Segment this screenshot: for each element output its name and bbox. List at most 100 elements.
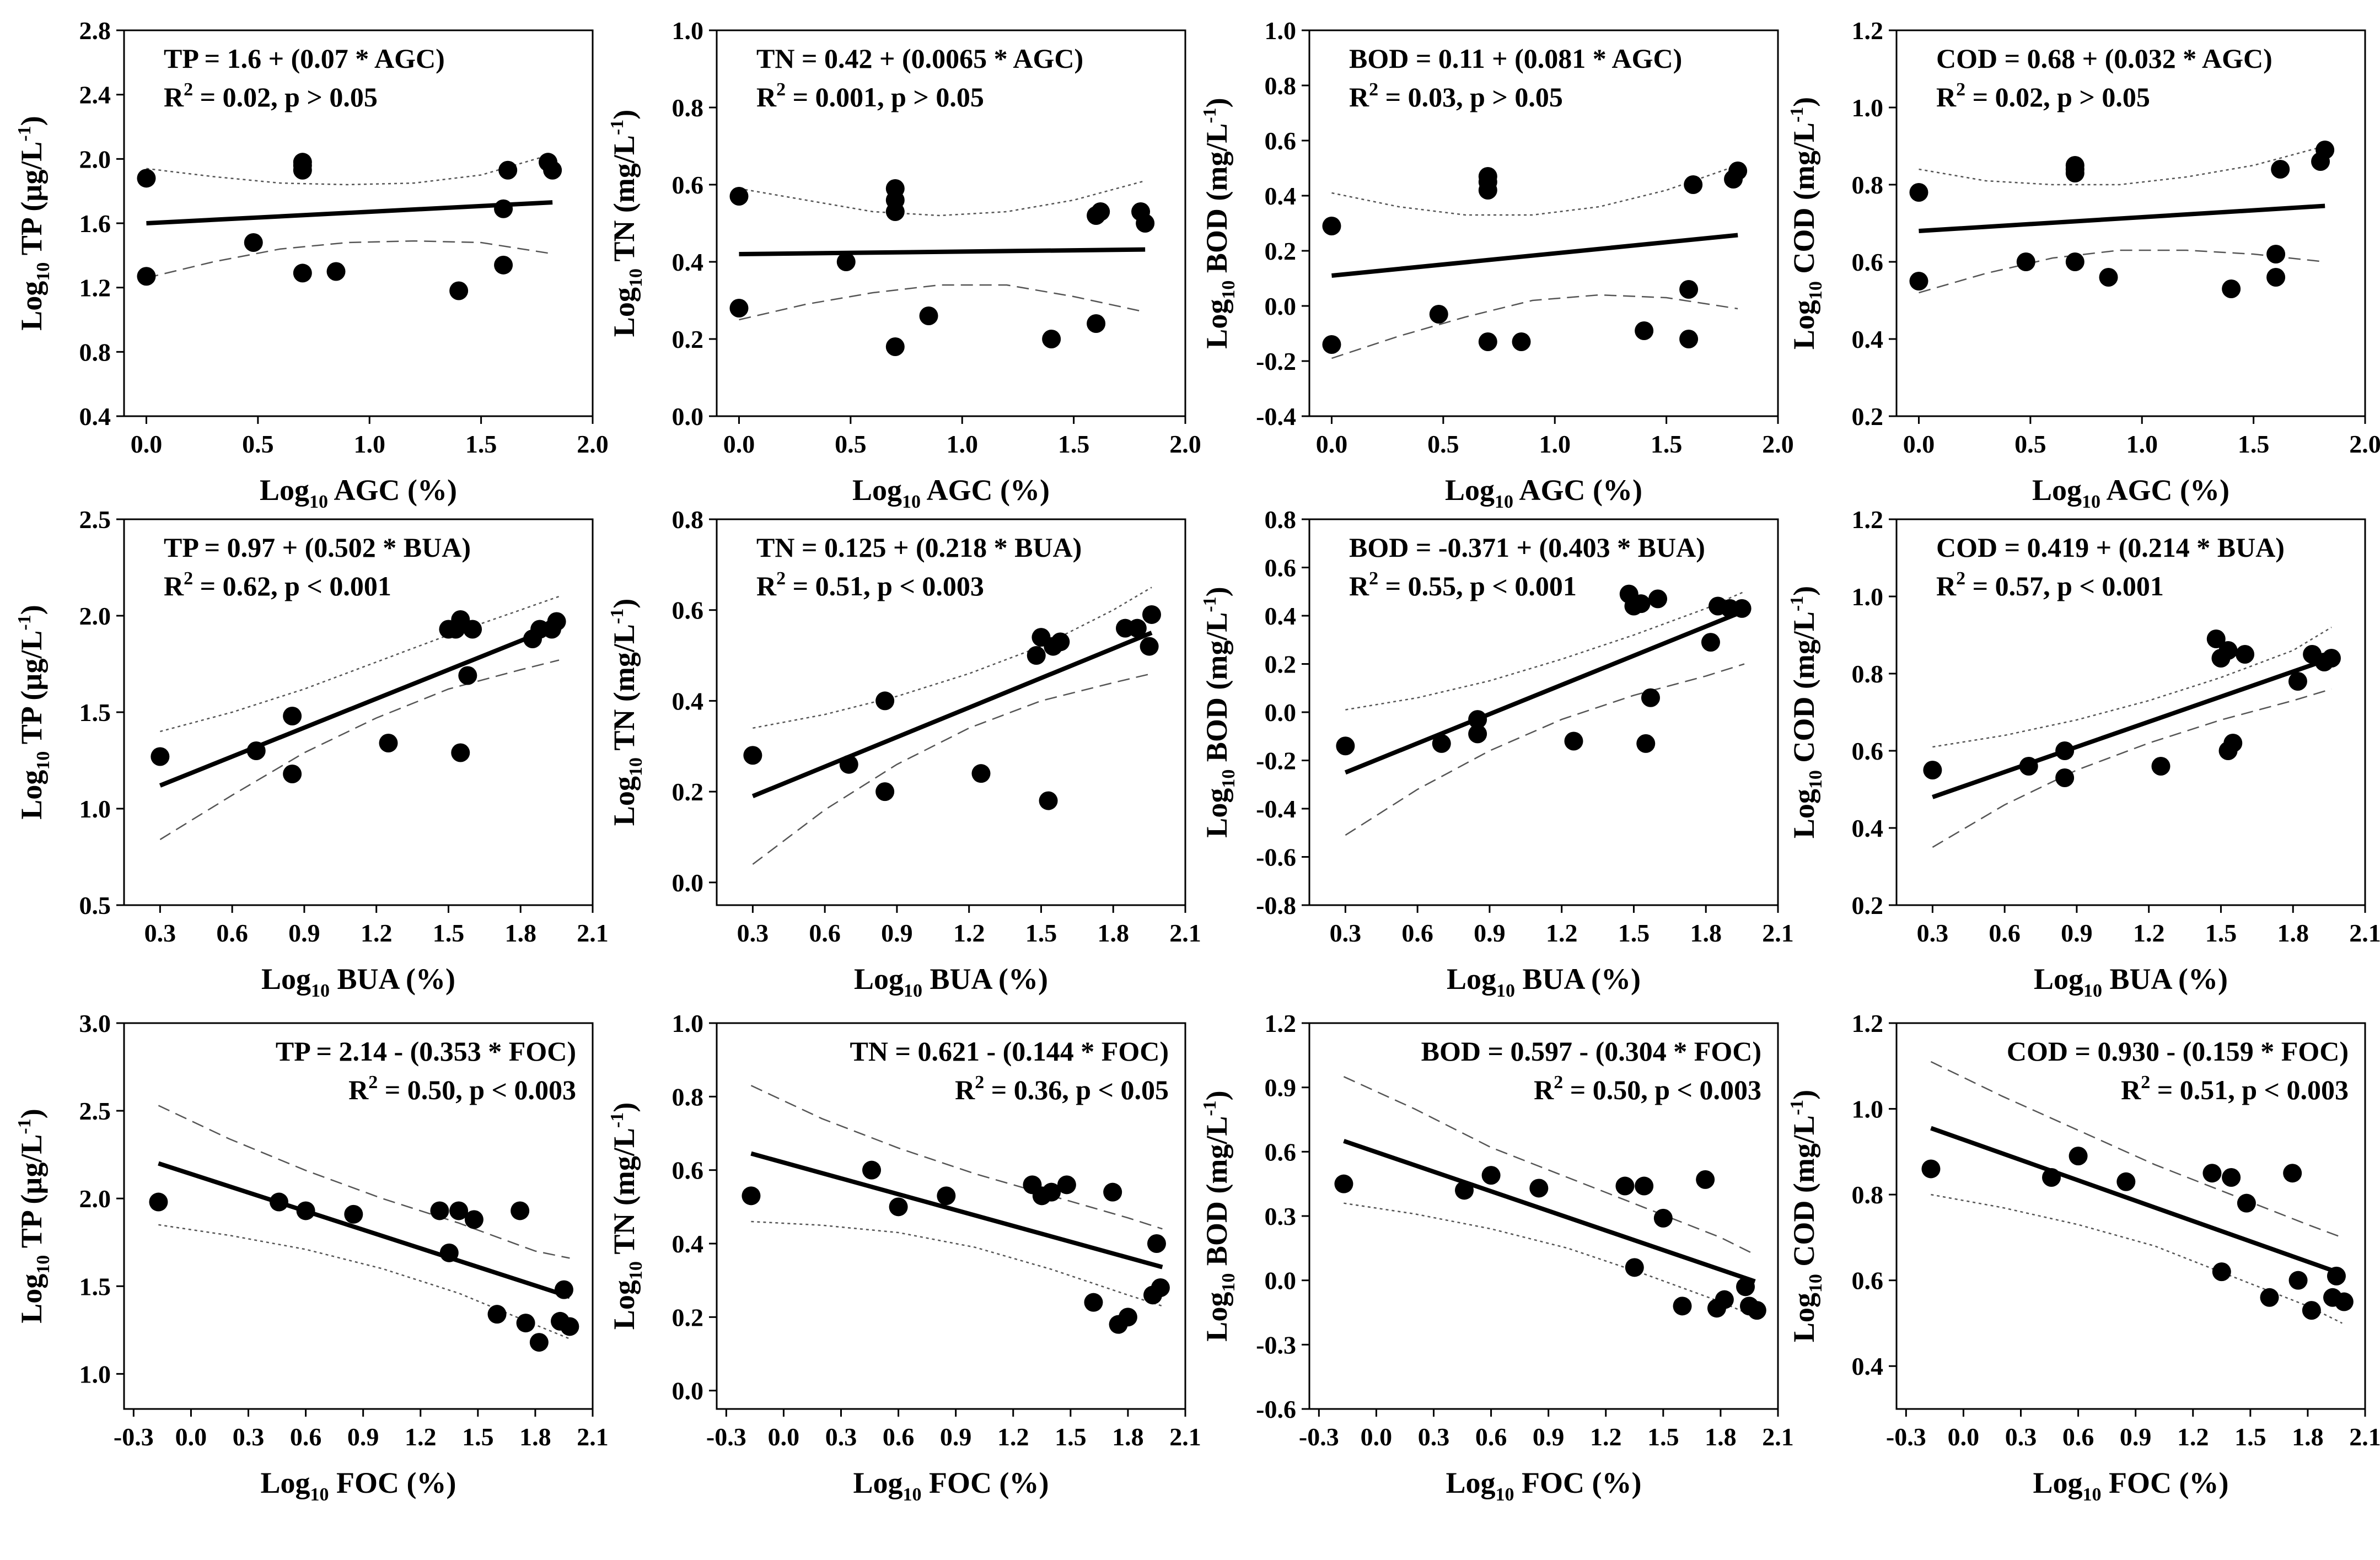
panel-cod-foc-point: [2327, 1266, 2346, 1285]
panel-tp-foc-ytick-label: 1.0: [79, 1360, 111, 1388]
panel-tp-foc-point: [439, 1243, 459, 1262]
panel-cod-foc-point: [2212, 1262, 2231, 1282]
panel-tp-agc-equation: TP = 1.6 + (0.07 * AGC): [164, 43, 445, 74]
panel-cod-foc-point: [2260, 1288, 2279, 1307]
panel-bod-foc-point: [1481, 1166, 1501, 1185]
panel-tp-agc-r2: R2 = 0.02, p > 0.05: [164, 79, 378, 112]
panel-tn-foc-point: [1103, 1182, 1122, 1202]
panel-bod-agc-ci-upper: [1331, 164, 1738, 216]
panel-tp-bua-xtick-label: 2.1: [577, 919, 609, 947]
panel-tn-bua-xtick-label: 0.9: [881, 919, 913, 947]
panel-tn-bua-point: [875, 691, 895, 711]
panel-cod-bua-ytick-label: 0.8: [1852, 660, 1884, 688]
panel-tn-agc-point: [1091, 202, 1110, 221]
panel-cod-foc-ylabel: Log10 COD (mg/L-1): [1787, 1090, 1826, 1342]
panel-bod-foc-point: [1615, 1176, 1635, 1196]
panel-cod-agc-ytick-label: 0.2: [1852, 402, 1884, 431]
panel-tn-foc-ci-upper: [750, 1085, 1163, 1230]
panel-bod-bua-point: [1641, 688, 1660, 707]
panel-cod-agc-point: [2099, 268, 2118, 287]
panel-bod-bua-point: [1631, 594, 1651, 614]
panel-bod-bua-xtick-label: 1.2: [1546, 919, 1578, 947]
panel-tp-bua-ytick-label: 1.5: [79, 698, 111, 727]
panel-bod-agc-xtick-label: 2.0: [1762, 430, 1794, 458]
panel-bod-foc-point: [1715, 1290, 1734, 1309]
panel-tn-bua-ytick-label: 0.8: [672, 505, 704, 534]
panel-bod-bua-fit-line: [1344, 609, 1745, 775]
panel-cod-agc-ytick-label: 1.0: [1852, 94, 1884, 122]
panel-tn-agc-point: [885, 337, 905, 356]
panel-cod-bua-point: [2206, 630, 2226, 648]
panel-bod-agc-frame: [1308, 29, 1779, 417]
panel-tp-foc-ytick-label: 2.0: [79, 1185, 111, 1213]
panel-tn-agc-ytick-label: 0.6: [672, 171, 704, 199]
panel-tn-foc-xtick-label: 2.1: [1169, 1423, 1201, 1451]
panel-tn-bua-r2: R2 = 0.51, p < 0.003: [756, 568, 984, 601]
panel-cod-agc-point: [2065, 252, 2084, 271]
panel-tn-agc-point: [729, 187, 749, 206]
panel-tp-agc: 0.0 0.5 1.0 1.5 2.0 0.4 0.8 1.2 1.6 2.0 2.4 2.8 Log1…: [14, 17, 609, 512]
panel-tp-bua-ylabel: Log10 TP (µg/L-1): [14, 605, 53, 820]
panel-cod-bua-ytick-label: 1.0: [1852, 583, 1884, 611]
panel-bod-agc-ytick-label: 0.0: [1265, 292, 1297, 320]
panel-tn-foc-point: [742, 1186, 761, 1206]
panel-tn-bua-ci-upper: [753, 587, 1152, 729]
panel-tn-agc-xtick-label: 0.5: [835, 430, 867, 458]
panel-cod-agc-ci-lower: [1919, 249, 2325, 294]
panel-tp-bua-point: [151, 747, 170, 766]
panel-tn-bua-fit-line: [751, 631, 1153, 799]
panel-tp-foc: -0.3 0.0 0.3 0.6 0.9 1.2 1.5 1.8 2.1 1.0 1.5 2.0 2.5…: [14, 1009, 609, 1505]
panel-cod-foc-ytick-label: 0.8: [1852, 1181, 1884, 1209]
panel-tp-foc-point: [270, 1192, 289, 1212]
panel-bod-agc-point: [1512, 332, 1531, 351]
panel-bod-bua-point: [1648, 589, 1668, 609]
panel-bod-foc-equation: BOD = 0.597 - (0.304 * FOC): [1421, 1036, 1761, 1067]
panel-tp-bua-equation: TP = 0.97 + (0.502 * BUA): [164, 532, 471, 563]
panel-tn-agc-ytick-label: 0.8: [672, 94, 704, 122]
panel-tp-foc-ci-lower: [158, 1224, 570, 1340]
panel-tn-bua-xtick-label: 0.3: [737, 919, 769, 947]
panel-bod-agc-point: [1322, 335, 1341, 354]
panel-cod-bua-point: [2055, 741, 2075, 760]
panel-tn-agc-r2: R2 = 0.001, p > 0.05: [756, 79, 984, 112]
panel-bod-agc-equation: BOD = 0.11 + (0.081 * AGC): [1349, 43, 1682, 74]
panel-cod-foc-ytick-label: 0.4: [1852, 1352, 1884, 1380]
panel-bod-foc-point: [1635, 1176, 1654, 1196]
panel-cod-bua-ci-lower: [1932, 688, 2332, 848]
panel-tn-agc-ylabel: Log10 TN (mg/L-1): [607, 110, 646, 337]
panel-tp-foc-fit-line: [158, 1161, 571, 1299]
panel-tp-agc-ytick-label: 1.2: [79, 274, 111, 302]
panel-tp-foc-point: [511, 1201, 530, 1220]
panel-tn-bua-ytick-label: 0.0: [672, 869, 704, 897]
panel-bod-agc-xlabel: Log10 AGC (%): [1445, 474, 1642, 512]
panel-tp-bua-point: [463, 620, 482, 639]
panel-tn-foc-xtick-label: 1.8: [1112, 1423, 1144, 1451]
panel-cod-agc-r2: R2 = 0.02, p > 0.05: [1936, 79, 2150, 112]
panel-tp-agc-xtick-label: 0.0: [131, 430, 163, 458]
panel-tn-bua: 0.3 0.6 0.9 1.2 1.5 1.8 2.1 0.0 0.2 0.4 0.6 0.8 Log1…: [607, 505, 1201, 1001]
panel-cod-foc-point: [2288, 1271, 2308, 1290]
panel-cod-bua: 0.3 0.6 0.9 1.2 1.5 1.8 2.1 0.2 0.4 0.6 0.8 1.0 1.2 L…: [1787, 505, 2380, 1001]
panel-cod-foc-xtick-label: 0.9: [2120, 1423, 2152, 1451]
panel-cod-foc-point: [2302, 1301, 2321, 1320]
panel-tn-agc-point: [1136, 214, 1155, 233]
panel-bod-foc-r2: R2 = 0.50, p < 0.003: [1534, 1072, 1761, 1105]
panel-tp-agc-ytick-label: 2.8: [79, 17, 111, 45]
panel-tp-bua-xtick-label: 0.6: [216, 919, 248, 947]
panel-tp-foc-xtick-label: 1.8: [519, 1423, 551, 1451]
panel-bod-bua-ytick-label: 0.4: [1265, 602, 1297, 630]
panel-tp-bua-ci-lower: [159, 659, 560, 841]
panel-cod-bua-ci-upper: [1932, 626, 2332, 748]
panel-tn-foc-xtick-label: 0.0: [768, 1423, 800, 1451]
panel-tp-agc-point: [498, 160, 518, 180]
panel-cod-bua-xtick-label: 0.3: [1917, 919, 1949, 947]
panel-bod-bua-ytick-label: 0.8: [1265, 505, 1297, 534]
panel-tp-foc-xtick-label: 1.2: [405, 1423, 437, 1451]
panel-tp-bua-point: [547, 612, 566, 631]
panel-tn-bua-frame: [716, 518, 1186, 906]
panel-bod-foc-xtick-label: 1.2: [1590, 1423, 1622, 1451]
panel-bod-bua-xtick-label: 0.9: [1474, 919, 1506, 947]
panel-tn-bua-point: [971, 764, 991, 783]
panel-tp-agc-ytick-label: 1.6: [79, 209, 111, 238]
panel-bod-bua-point: [1432, 734, 1451, 753]
